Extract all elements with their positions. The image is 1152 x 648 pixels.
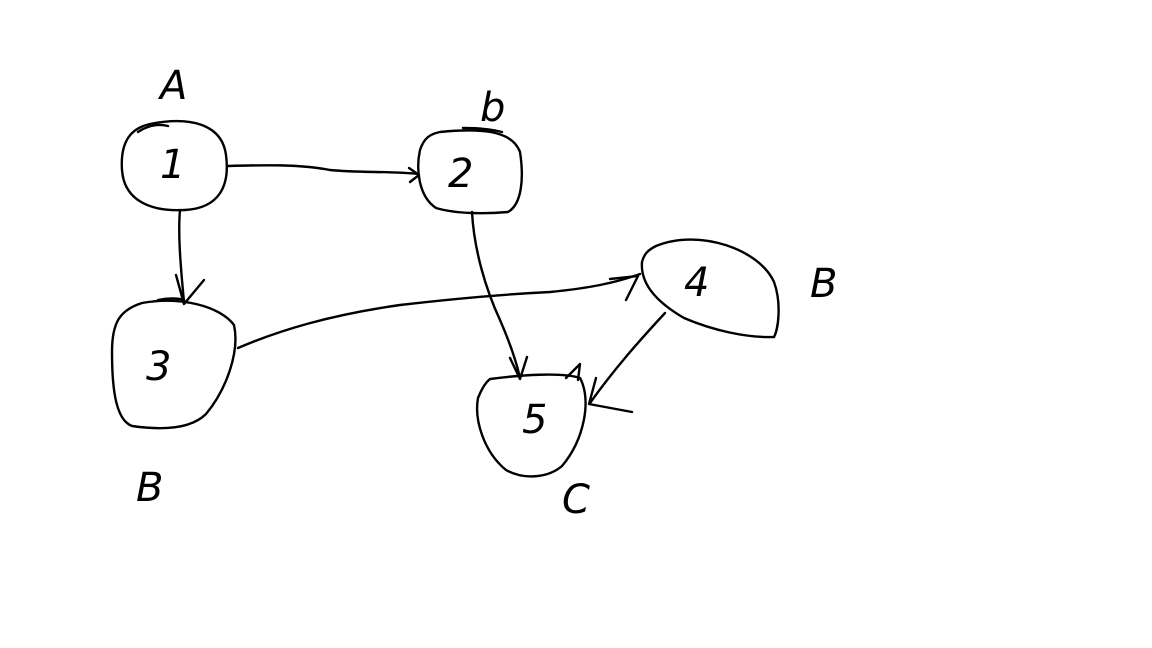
nodes: 1 2 3 4 5	[110, 119, 780, 478]
node-5[interactable]: 5	[476, 362, 587, 478]
node-4[interactable]: 4	[640, 238, 780, 339]
node-1-outline	[120, 119, 228, 212]
edges	[174, 164, 667, 414]
node-4-label: 4	[684, 260, 709, 306]
node-2-group-label: b	[480, 85, 505, 131]
node-3-label: 3	[146, 344, 171, 390]
node-1[interactable]: 1	[120, 119, 228, 212]
node-2[interactable]: 2	[417, 126, 523, 215]
node-3-group-label: B	[136, 465, 163, 511]
edge-2-to-5	[470, 210, 529, 381]
edge-3-to-4	[236, 272, 642, 350]
node-4-group-label: B	[810, 261, 837, 307]
edge-1-to-3	[174, 208, 206, 306]
node-5-label: 5	[522, 397, 547, 443]
node-2-label: 2	[448, 151, 473, 197]
edge-1-to-2	[226, 164, 421, 184]
node-4-outline	[640, 238, 780, 339]
node-3-outline	[110, 299, 237, 430]
node-3[interactable]: 3	[110, 297, 237, 430]
node-2-outline	[417, 129, 523, 215]
node-5-group-label: C	[562, 477, 590, 523]
group-labels: A b B B C	[136, 63, 837, 523]
edge-4-to-5	[587, 311, 667, 414]
node-1-label: 1	[160, 142, 185, 188]
node-1-group-label: A	[157, 63, 187, 109]
